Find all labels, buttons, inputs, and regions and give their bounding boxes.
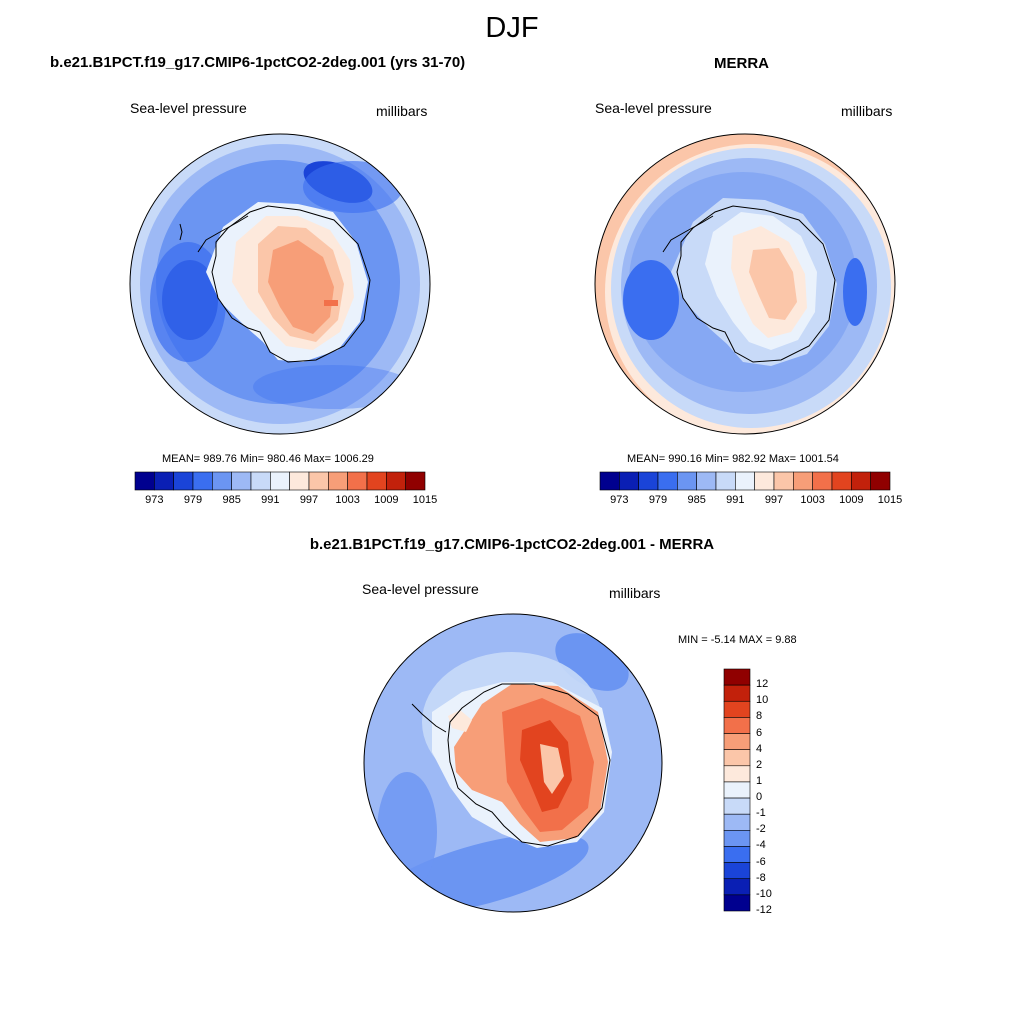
colorbar-swatch bbox=[599, 471, 620, 491]
colorbar-swatch bbox=[735, 471, 755, 491]
colorbar-swatch bbox=[723, 749, 751, 767]
model-stats: MEAN= 989.76 Min= 980.46 Max= 1006.29 bbox=[162, 453, 374, 465]
colorbar-tick-label: -1 bbox=[756, 807, 766, 820]
model-panel-title: b.e21.B1PCT.f19_g17.CMIP6-1pctCO2-2deg.0… bbox=[50, 54, 466, 71]
colorbar-tick-label: -4 bbox=[756, 839, 766, 852]
diff-units-label: millibars bbox=[609, 585, 661, 601]
colorbar-swatch bbox=[831, 471, 852, 491]
colorbar-tick-label: -8 bbox=[756, 871, 766, 884]
colorbar-tick-label: -12 bbox=[756, 904, 772, 916]
colorbar-swatch bbox=[657, 471, 678, 491]
model-colorbar bbox=[134, 471, 426, 491]
diff-polar-map bbox=[363, 613, 663, 913]
colorbar-swatch bbox=[173, 471, 194, 491]
colorbar-swatch bbox=[154, 471, 174, 491]
colorbar-tick-label: 6 bbox=[756, 726, 763, 739]
colorbar-tick-label: 1015 bbox=[412, 494, 438, 506]
colorbar-tick-label: -6 bbox=[756, 855, 766, 868]
colorbar-swatch bbox=[812, 471, 833, 491]
diff-stats: MIN = -5.14 MAX = 9.88 bbox=[678, 634, 797, 646]
colorbar-tick-label: 997 bbox=[299, 494, 319, 506]
colorbar-swatch bbox=[793, 471, 813, 491]
colorbar-swatch bbox=[715, 471, 736, 491]
colorbar-swatch bbox=[723, 717, 751, 734]
colorbar-swatch bbox=[773, 471, 794, 491]
colorbar-swatch bbox=[677, 471, 697, 491]
colorbar-swatch bbox=[270, 471, 290, 491]
colorbar-tick-label: 985 bbox=[687, 494, 706, 506]
colorbar-swatch bbox=[723, 862, 751, 880]
colorbar-swatch bbox=[366, 471, 387, 491]
colorbar-tick-label: -2 bbox=[756, 823, 766, 836]
obs-panel-title: MERRA bbox=[714, 55, 769, 72]
colorbar-swatch bbox=[851, 471, 871, 491]
colorbar-tick-label: -10 bbox=[756, 887, 772, 900]
colorbar-tick-label: 1015 bbox=[877, 494, 903, 506]
colorbar-tick-label: 12 bbox=[756, 678, 769, 691]
colorbar-tick-label: 4 bbox=[756, 742, 763, 755]
colorbar-swatch bbox=[619, 471, 639, 491]
diff-colorbar bbox=[723, 668, 751, 912]
colorbar-swatch bbox=[723, 878, 751, 896]
colorbar-swatch bbox=[231, 471, 252, 491]
colorbar-tick-label: 973 bbox=[145, 494, 164, 506]
colorbar-tick-label: 2 bbox=[756, 758, 763, 771]
colorbar-tick-label: 10 bbox=[756, 694, 769, 707]
figure-title: DJF bbox=[485, 12, 539, 44]
colorbar-tick-label: 1009 bbox=[374, 494, 399, 506]
colorbar-tick-label: 0 bbox=[756, 791, 763, 804]
colorbar-tick-label: 1 bbox=[756, 774, 763, 787]
colorbar-swatch bbox=[723, 797, 751, 815]
colorbar-swatch bbox=[723, 813, 751, 831]
colorbar-tick-label: 8 bbox=[756, 710, 763, 723]
colorbar-swatch bbox=[308, 471, 329, 491]
colorbar-tick-label: 979 bbox=[648, 494, 668, 506]
colorbar-swatch bbox=[289, 471, 310, 491]
colorbar-swatch bbox=[347, 471, 368, 491]
colorbar-swatch bbox=[754, 471, 775, 491]
colorbar-swatch bbox=[696, 471, 717, 491]
diff-variable-label: Sea-level pressure bbox=[362, 581, 479, 597]
colorbar-swatch bbox=[638, 471, 659, 491]
colorbar-swatch bbox=[192, 471, 213, 491]
colorbar-swatch bbox=[723, 684, 751, 702]
obs-polar-map bbox=[594, 133, 896, 435]
colorbar-swatch bbox=[134, 471, 155, 491]
colorbar-tick-label: 1003 bbox=[335, 494, 360, 506]
colorbar-tick-label: 997 bbox=[764, 494, 784, 506]
model-polar-map bbox=[129, 133, 431, 435]
colorbar-tick-label: 1003 bbox=[800, 494, 825, 506]
obs-colorbar bbox=[599, 471, 891, 491]
colorbar-swatch bbox=[723, 846, 751, 863]
obs-variable-label: Sea-level pressure bbox=[595, 100, 712, 116]
colorbar-swatch bbox=[328, 471, 348, 491]
colorbar-swatch bbox=[405, 471, 426, 491]
model-units-label: millibars bbox=[376, 103, 428, 119]
diff-panel-title: b.e21.B1PCT.f19_g17.CMIP6-1pctCO2-2deg.0… bbox=[309, 536, 715, 553]
obs-stats: MEAN= 990.16 Min= 982.92 Max= 1001.54 bbox=[627, 453, 839, 465]
colorbar-swatch bbox=[723, 765, 751, 783]
colorbar-swatch bbox=[723, 700, 751, 718]
colorbar-tick-label: 979 bbox=[183, 494, 203, 506]
colorbar-swatch bbox=[250, 471, 271, 491]
colorbar-tick-label: 991 bbox=[261, 494, 280, 506]
colorbar-tick-label: 1009 bbox=[839, 494, 864, 506]
obs-units-label: millibars bbox=[841, 103, 893, 119]
colorbar-swatch bbox=[723, 894, 751, 912]
colorbar-swatch bbox=[870, 471, 891, 491]
colorbar-swatch bbox=[723, 830, 751, 847]
colorbar-swatch bbox=[723, 781, 751, 799]
colorbar-swatch bbox=[723, 668, 751, 686]
colorbar-swatch bbox=[723, 733, 751, 750]
colorbar-swatch bbox=[386, 471, 406, 491]
colorbar-tick-label: 973 bbox=[610, 494, 629, 506]
colorbar-tick-label: 985 bbox=[222, 494, 241, 506]
model-variable-label: Sea-level pressure bbox=[130, 100, 247, 116]
colorbar-tick-label: 991 bbox=[726, 494, 745, 506]
colorbar-swatch bbox=[212, 471, 232, 491]
